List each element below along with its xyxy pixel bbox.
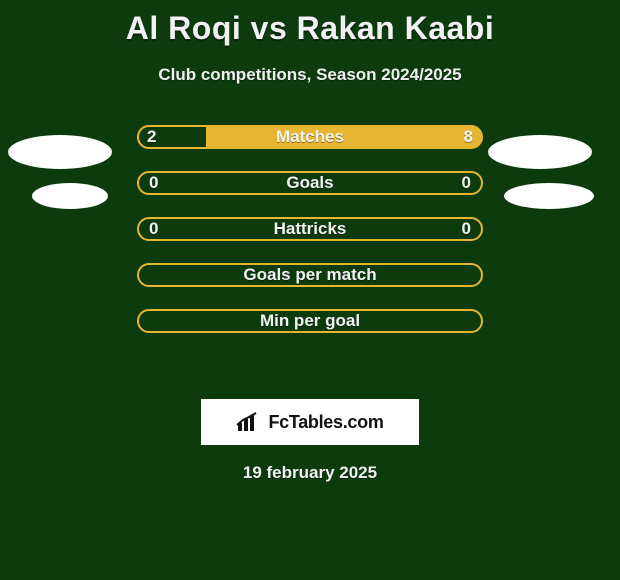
player-a-avatar-large <box>8 135 112 169</box>
bar-gpm-label: Goals per match <box>243 265 376 285</box>
brand-text: FcTables.com <box>268 412 383 433</box>
player-b-avatar-small <box>504 183 594 209</box>
player-a-avatar-small <box>32 183 108 209</box>
page-title: Al Roqi vs Rakan Kaabi <box>0 10 620 47</box>
bar-hattricks-label: Hattricks <box>274 219 347 239</box>
bar-goals: 0 Goals 0 <box>137 171 483 195</box>
bar-mpg-label: Min per goal <box>260 311 360 331</box>
brand-badge: FcTables.com <box>201 399 419 445</box>
bar-matches: 2 Matches 8 <box>137 125 483 149</box>
bar-hattricks-value-a: 0 <box>149 219 158 239</box>
bar-hattricks: 0 Hattricks 0 <box>137 217 483 241</box>
chart-date: 19 february 2025 <box>0 463 620 483</box>
bar-matches-label: Matches <box>276 127 344 147</box>
bars-container: 2 Matches 8 0 Goals 0 0 Hattricks 0 Goal… <box>137 125 483 355</box>
brand-chart-icon <box>236 411 262 433</box>
comparison-chart: 2 Matches 8 0 Goals 0 0 Hattricks 0 Goal… <box>0 125 620 385</box>
page-subtitle: Club competitions, Season 2024/2025 <box>0 65 620 85</box>
player-b-avatar-large <box>488 135 592 169</box>
bar-min-per-goal: Min per goal <box>137 309 483 333</box>
bar-goals-per-match: Goals per match <box>137 263 483 287</box>
bar-goals-value-a: 0 <box>149 173 158 193</box>
bar-goals-value-b: 0 <box>462 173 471 193</box>
bar-goals-label: Goals <box>286 173 333 193</box>
bar-matches-value-b: 8 <box>464 127 473 147</box>
bar-hattricks-value-b: 0 <box>462 219 471 239</box>
bar-matches-value-a: 2 <box>147 127 156 147</box>
